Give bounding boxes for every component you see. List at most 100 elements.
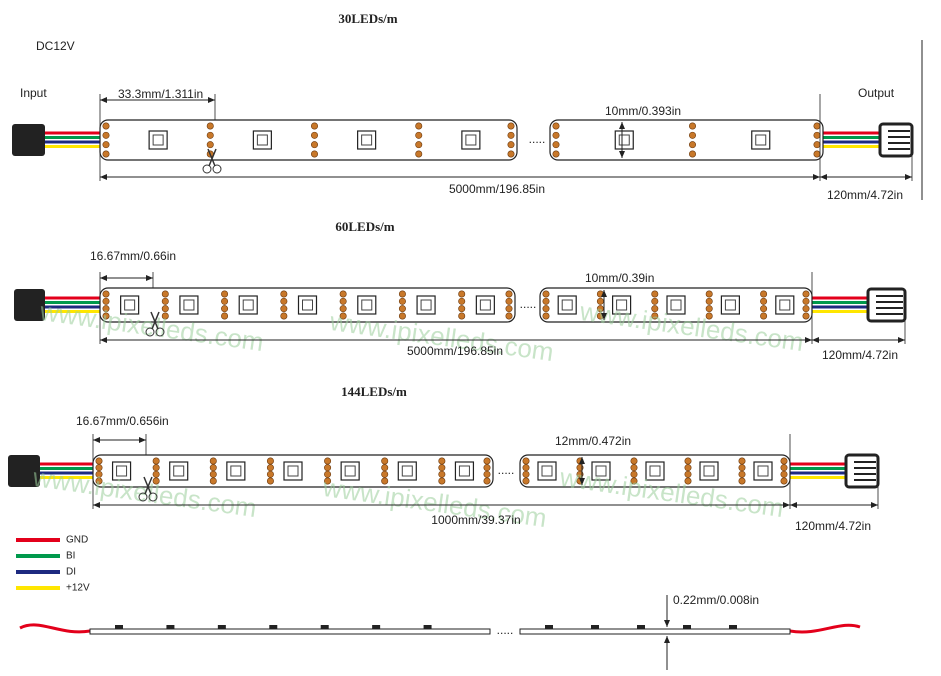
pad <box>522 477 530 485</box>
pad <box>738 470 746 478</box>
lead-label: 120mm/4.72in <box>822 348 898 362</box>
gap-dots: ..... <box>529 132 546 146</box>
led-lens <box>256 134 268 146</box>
pad <box>483 477 491 485</box>
strip-profile <box>519 628 791 635</box>
pad <box>161 305 169 313</box>
pad <box>630 477 638 485</box>
connector <box>14 289 45 321</box>
pad <box>705 297 713 305</box>
strip-profile <box>89 628 491 635</box>
pad <box>505 290 513 298</box>
pad <box>95 477 103 485</box>
led-lens <box>183 299 195 311</box>
led-lens <box>401 465 413 477</box>
pad <box>802 290 810 298</box>
pitch-label: 16.67mm/0.66in <box>90 249 176 263</box>
pad <box>95 457 103 465</box>
scissors <box>145 327 155 337</box>
led-lens <box>287 465 299 477</box>
pad <box>209 470 217 478</box>
pad <box>438 464 446 472</box>
pad <box>760 297 768 305</box>
pad <box>688 141 696 149</box>
pad <box>102 290 110 298</box>
length-label: 5000mm/196.85in <box>449 182 545 196</box>
pad <box>651 290 659 298</box>
pad <box>206 141 214 149</box>
scissors <box>207 148 217 167</box>
width-label: 10mm/0.393in <box>605 104 681 118</box>
pad <box>398 312 406 320</box>
legend-label: DI <box>66 567 76 578</box>
pad <box>152 470 160 478</box>
pad <box>280 312 288 320</box>
led-lens <box>344 465 356 477</box>
pad <box>324 477 332 485</box>
gap-dots: ..... <box>498 463 515 477</box>
led-lens <box>755 134 767 146</box>
led-profile <box>729 625 737 629</box>
pad <box>266 470 274 478</box>
pad <box>280 305 288 313</box>
led-lens <box>458 465 470 477</box>
led-profile <box>545 625 553 629</box>
pad <box>684 477 692 485</box>
section-title: 60LEDs/m <box>335 219 394 234</box>
pad <box>221 305 229 313</box>
pad <box>398 290 406 298</box>
pad <box>161 290 169 298</box>
pad <box>483 464 491 472</box>
pad <box>507 122 515 130</box>
led-profile <box>423 625 432 629</box>
pad <box>102 150 110 158</box>
pad <box>339 297 347 305</box>
pad <box>266 477 274 485</box>
pad <box>438 470 446 478</box>
pad <box>339 312 347 320</box>
pad <box>705 312 713 320</box>
pad <box>802 297 810 305</box>
pad <box>339 305 347 313</box>
gap-dots: ..... <box>497 623 514 637</box>
pad <box>310 141 318 149</box>
pad <box>542 297 550 305</box>
pad <box>630 457 638 465</box>
pad <box>505 312 513 320</box>
pad <box>310 122 318 130</box>
pad <box>802 312 810 320</box>
pad <box>152 464 160 472</box>
scissors <box>150 311 160 330</box>
pad <box>596 290 604 298</box>
led-lens <box>420 299 432 311</box>
led-lens <box>173 465 185 477</box>
pad <box>505 305 513 313</box>
width-label: 10mm/0.39in <box>585 271 654 285</box>
pad <box>266 457 274 465</box>
pad <box>381 464 389 472</box>
led-lens <box>152 134 164 146</box>
connector <box>8 455 40 487</box>
pad <box>458 305 466 313</box>
pad <box>339 290 347 298</box>
pad <box>813 131 821 139</box>
wire <box>19 623 91 634</box>
pad <box>266 464 274 472</box>
pad <box>688 122 696 130</box>
led-lens <box>361 299 373 311</box>
led-lens <box>302 299 313 311</box>
pad <box>415 141 423 149</box>
led-profile <box>269 625 278 629</box>
led-lens <box>116 465 128 477</box>
pad <box>209 457 217 465</box>
pad <box>684 470 692 478</box>
pad <box>152 457 160 465</box>
connector <box>866 287 907 323</box>
pad <box>161 312 169 320</box>
pad <box>483 457 491 465</box>
pad <box>813 150 821 158</box>
thickness-label: 0.22mm/0.008in <box>673 593 759 607</box>
scissors <box>202 164 212 174</box>
pad <box>684 457 692 465</box>
